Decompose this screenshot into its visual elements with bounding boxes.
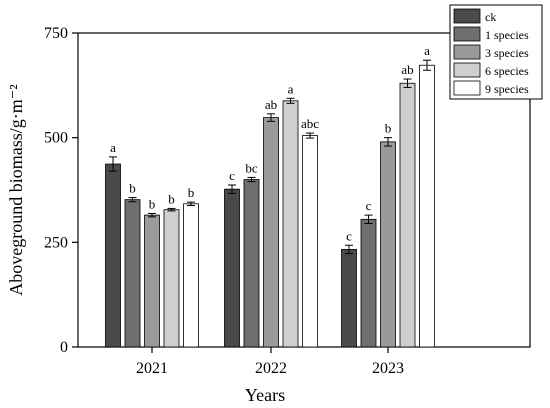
significance-letter: abc xyxy=(301,116,319,131)
y-tick-label: 500 xyxy=(44,130,68,147)
legend-swatch xyxy=(453,44,481,60)
bar xyxy=(224,188,240,348)
bar xyxy=(124,199,141,348)
bar xyxy=(360,218,377,348)
significance-letter: b xyxy=(149,196,156,211)
x-tick-label: 2022 xyxy=(255,360,287,377)
significance-letter: a xyxy=(424,43,430,58)
significance-letter: b xyxy=(385,121,392,136)
bar xyxy=(282,100,299,348)
x-tick-label: 2021 xyxy=(136,360,168,377)
bar xyxy=(380,141,396,348)
significance-letter: a xyxy=(110,140,116,155)
significance-letter: ab xyxy=(401,62,413,77)
bar xyxy=(144,214,160,348)
bar xyxy=(399,82,416,348)
legend-swatch xyxy=(453,26,481,42)
y-tick-label: 0 xyxy=(60,339,68,356)
legend: ck 1 species 3 species 6 species 9 species xyxy=(449,4,543,100)
significance-letter: c xyxy=(229,168,235,183)
significance-letter: b xyxy=(188,185,195,200)
bar xyxy=(163,209,180,348)
bar xyxy=(302,135,318,348)
legend-label: 9 species xyxy=(485,82,529,96)
bar xyxy=(243,179,260,348)
bar xyxy=(105,163,121,348)
axes-layer: 0 250 500 750 2021 2022 2023 xyxy=(44,25,404,377)
significance-letter: c xyxy=(366,198,372,213)
legend-swatch xyxy=(453,62,481,78)
significance-letter: bc xyxy=(245,160,258,175)
bar xyxy=(183,203,199,348)
bar xyxy=(419,64,435,348)
significance-letter: b xyxy=(129,181,136,196)
legend-label: 3 species xyxy=(485,46,529,60)
y-tick-label: 250 xyxy=(44,234,68,251)
legend-label: 1 species xyxy=(485,28,529,42)
x-axis-title: Years xyxy=(245,385,285,405)
legend-swatch xyxy=(453,8,481,24)
bar xyxy=(341,249,357,348)
legend-label: 6 species xyxy=(485,64,529,78)
significance-letter: c xyxy=(346,228,352,243)
y-axis-title: Aboveground biomass/g·m⁻² xyxy=(6,84,26,295)
x-tick-label: 2023 xyxy=(372,360,404,377)
significance-letter: ab xyxy=(265,97,277,112)
legend-label: ck xyxy=(485,10,496,24)
bar xyxy=(263,117,279,348)
significance-letter: b xyxy=(168,191,175,206)
y-tick-label: 750 xyxy=(44,25,68,42)
significance-letter: a xyxy=(288,81,294,96)
legend-swatch xyxy=(453,80,481,96)
